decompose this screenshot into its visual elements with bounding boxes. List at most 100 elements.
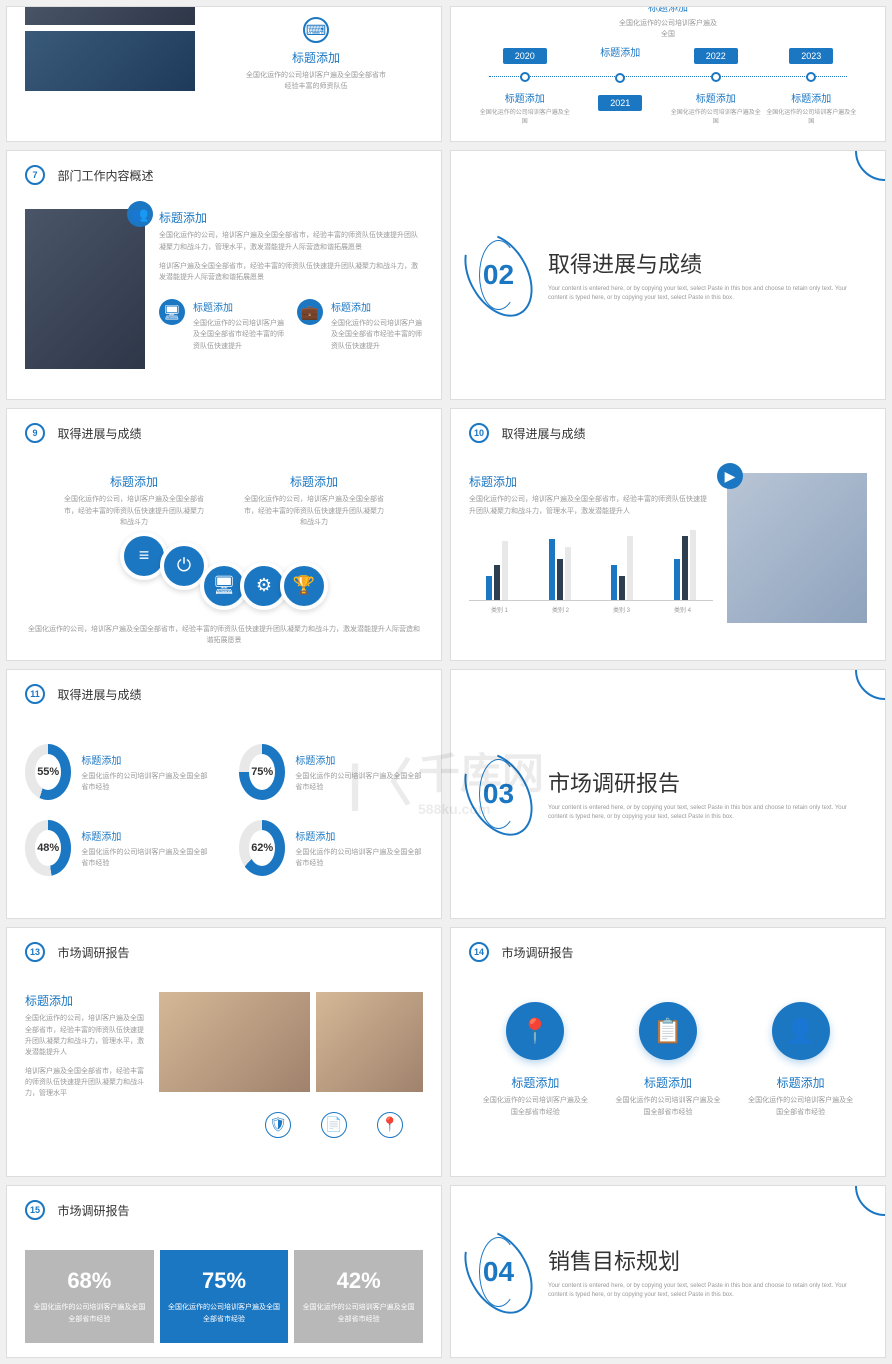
briefcase-icon: 💼 xyxy=(297,299,323,325)
bar-chart xyxy=(469,531,713,601)
donut-chart: 62% xyxy=(239,820,285,876)
person-image: ▶ xyxy=(727,473,867,623)
slide-10: 10 取得进展与成绩 标题添加 全国化运作的公司，培训客户遍及全国全部省市，经验… xyxy=(450,408,886,661)
sub-heading: 标题添加 xyxy=(331,299,423,314)
corner-decoration xyxy=(855,150,886,181)
slide-grid: ⌨ 标题添加 全国化运作的公司培训客户遍及全国全部省市经验丰富的师资队伍 标题添… xyxy=(6,6,886,1358)
year-badge: 2022 xyxy=(694,48,738,64)
icon-bubbles: ≡ ⏻ 🖥 ⚙ 🏆 xyxy=(25,542,423,610)
donut-value: 62% xyxy=(249,830,275,866)
timeline-item: 2022 标题添加 全国化运作的公司培训客户遍及全国 xyxy=(668,46,764,127)
donut-chart: 55% xyxy=(25,744,71,800)
section-subtitle: Your content is entered here, or by copy… xyxy=(548,1282,867,1300)
year-badge: 2020 xyxy=(503,48,547,64)
donut-heading: 标题添加 xyxy=(295,828,423,843)
monitor-icon: 🖥 xyxy=(159,299,185,325)
year-badge: 2021 xyxy=(598,95,642,111)
year-badge: 2023 xyxy=(789,48,833,64)
sub-heading: 标题添加 xyxy=(193,299,285,314)
sub-desc: 全国化运作的公司培训客户遍及全国全部省市经验丰富的师资队伍快速提升 xyxy=(193,318,285,352)
donut-desc: 全国化运作的公司培训客户遍及全国全部省市经验 xyxy=(81,847,209,869)
timeline-desc: 全国化运作的公司培训客户遍及全国 xyxy=(668,109,764,127)
image-placeholder xyxy=(25,6,195,25)
slide-title: 市场调研报告 xyxy=(57,944,129,961)
donut-heading: 标题添加 xyxy=(81,828,209,843)
slide-14: 14 市场调研报告 📍标题添加全国化运作的公司培训客户遍及全国全部省市经验📋标题… xyxy=(450,927,886,1177)
stat-desc: 全国化运作的公司培训客户遍及全国全部省市经验 xyxy=(302,1302,415,1324)
slide-title: 取得进展与成绩 xyxy=(57,686,141,703)
donut-chart: 75% xyxy=(239,744,285,800)
slide-title: 部门工作内容概述 xyxy=(57,167,153,184)
slide-11: 11 取得进展与成绩 55% 标题添加全国化运作的公司培训客户遍及全国全部省市经验… xyxy=(6,669,442,919)
donut-desc: 全国化运作的公司培训客户遍及全国全部省市经验 xyxy=(295,847,423,869)
bar-labels: 类别 1类别 2类别 3类别 4 xyxy=(469,605,713,614)
desc: 全国化运作的公司培训客户遍及全国全部省市经验丰富的师资队伍 xyxy=(246,70,386,92)
feature-heading: 标题添加 xyxy=(613,1074,723,1091)
slide-number: 11 xyxy=(25,684,45,704)
shield-icon: 🛡 xyxy=(265,1112,291,1138)
timeline-desc: 全国化运作的公司培训客户遍及全国 xyxy=(764,109,860,127)
feature-icon: 📋 xyxy=(639,1002,697,1060)
feature-icon: 📍 xyxy=(506,1002,564,1060)
col-heading: 标题添加 xyxy=(244,473,384,490)
slide-15: 15 市场调研报告 68% 全国化运作的公司培训客户遍及全国全部省市经验 75% 全国… xyxy=(6,1185,442,1357)
col-desc: 全国化运作的公司，培训客户遍及全国全部省市，经验丰富的师资队伍快速提升团队凝聚力… xyxy=(64,494,204,528)
col-desc: 全国化运作的公司，培训客户遍及全国全部省市，经验丰富的师资队伍快速提升团队凝聚力… xyxy=(244,494,384,528)
desc: 培训客户遍及全国全部省市，经验丰富的师资队伍快速提升团队凝聚力和战斗力，激发潜能… xyxy=(159,261,423,283)
timeline-dot xyxy=(806,72,816,82)
image-placeholder xyxy=(25,31,195,91)
stat-percentage: 68% xyxy=(33,1268,146,1294)
stat-percentage: 75% xyxy=(168,1268,281,1294)
building-image: 👥 xyxy=(25,209,145,369)
slide-number: 15 xyxy=(25,1200,45,1220)
desc: 全国化运作的公司，培训客户遍及全国全部省市，经验丰富的师资队伍快速提升团队凝聚力… xyxy=(25,1013,145,1058)
heading: 标题添加 xyxy=(159,209,423,226)
slide-number: 7 xyxy=(25,165,45,185)
timeline-title: 标题添加 xyxy=(764,90,860,105)
people-icon: 👥 xyxy=(127,201,153,227)
section-title: 销售目标规划 xyxy=(548,1244,867,1276)
chart-heading: 标题添加 xyxy=(469,473,713,490)
document-icon: 📄 xyxy=(321,1112,347,1138)
slide-number: 14 xyxy=(469,942,489,962)
slide-9: 9 取得进展与成绩 标题添加 全国化运作的公司，培训客户遍及全国全部省市，经验丰… xyxy=(6,408,442,661)
timeline-item: 2020 标题添加 全国化运作的公司培训客户遍及全国 xyxy=(477,46,573,127)
stat-desc: 全国化运作的公司培训客户遍及全国全部省市经验 xyxy=(33,1302,146,1324)
donut-chart: 48% xyxy=(25,820,71,876)
slide-number: 10 xyxy=(469,423,489,443)
timeline-dot xyxy=(615,73,625,83)
slide-12-section: 03 市场调研报告 Your content is entered here, … xyxy=(450,669,886,919)
stat-percentage: 42% xyxy=(302,1268,415,1294)
slide-13: 13 市场调研报告 标题添加 全国化运作的公司，培训客户遍及全国全部省市，经验丰… xyxy=(6,927,442,1177)
sub-desc: 全国化运作的公司培训客户遍及全国全部省市经验丰富的师资队伍快速提升 xyxy=(331,318,423,352)
donut-value: 55% xyxy=(35,754,61,790)
corner-decoration xyxy=(855,669,886,700)
image-placeholder xyxy=(159,992,310,1092)
feature-icon: 👤 xyxy=(772,1002,830,1060)
location-icon: 📍 xyxy=(377,1112,403,1138)
section-title: 取得进展与成绩 xyxy=(548,247,867,279)
section-number-circle: 04 xyxy=(469,1227,528,1317)
slide-number: 13 xyxy=(25,942,45,962)
timeline-title: 标题添加 xyxy=(668,90,764,105)
timeline-title: 标题添加 xyxy=(573,44,669,59)
image-placeholder xyxy=(316,992,424,1092)
slide-6: 标题添加 全国化运作的公司培训客户遍及全国 2020 标题添加 全国化运作的公司… xyxy=(450,6,886,142)
donut-value: 48% xyxy=(35,830,61,866)
section-subtitle: Your content is entered here, or by copy… xyxy=(548,285,867,303)
chart-desc: 全国化运作的公司，培训客户遍及全国全部省市，经验丰富的师资队伍快速提升团队凝聚力… xyxy=(469,494,713,516)
corner-decoration xyxy=(855,1185,886,1216)
slide-title: 取得进展与成绩 xyxy=(57,425,141,442)
slide-16-section: 04 销售目标规划 Your content is entered here, … xyxy=(450,1185,886,1357)
timeline: 2020 标题添加 全国化运作的公司培训客户遍及全国 2021 标题添加 202… xyxy=(469,40,867,127)
heading: 标题添加 xyxy=(25,992,145,1009)
slide-5: ⌨ 标题添加 全国化运作的公司培训客户遍及全国全部省市经验丰富的师资队伍 xyxy=(6,6,442,142)
slide-title: 市场调研报告 xyxy=(57,1202,129,1219)
section-number-circle: 02 xyxy=(469,230,528,320)
timeline-top-desc: 全国化运作的公司培训客户遍及全国 xyxy=(618,18,718,40)
slide-number: 9 xyxy=(25,423,45,443)
title-add: 标题添加 xyxy=(209,49,423,66)
donut-value: 75% xyxy=(249,754,275,790)
desc: 全国化运作的公司，培训客户遍及全国全部省市，经验丰富的师资队伍快速提升团队凝聚力… xyxy=(159,230,423,252)
donut-heading: 标题添加 xyxy=(81,752,209,767)
